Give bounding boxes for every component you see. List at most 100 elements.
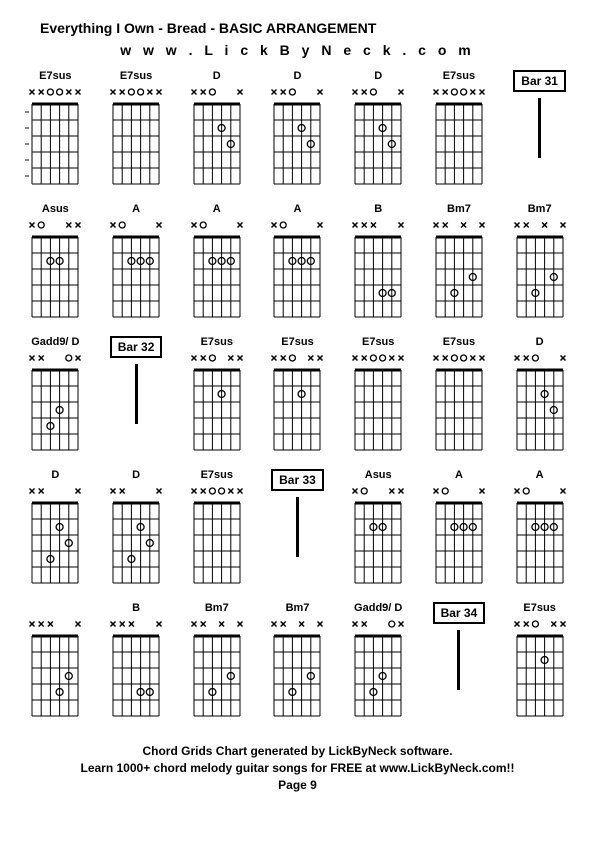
chord-cell: Gadd9/ D [343,602,414,723]
chord-cell: E7sus [504,602,575,723]
chord-name: Bm7 [528,203,552,217]
chord-cell: E7sus [262,336,333,457]
chord-name: B [132,602,140,616]
chord-cell: B [101,602,172,723]
chord-cell: D [20,469,91,590]
chord-cell: B [343,203,414,324]
chord-diagram [186,219,248,324]
bar-marker-line [538,98,541,158]
chord-cell: Bm7 [504,203,575,324]
chord-diagram [428,352,490,457]
chord-cell: D [504,336,575,457]
chord-cell: Asus [343,469,414,590]
chord-name: E7sus [201,469,233,483]
chord-diagram [347,352,409,457]
chord-name: D [51,469,59,483]
chord-name: Asus [365,469,392,483]
chord-cell: E7sus [181,469,252,590]
chord-diagram [428,485,490,590]
chord-name: E7sus [523,602,555,616]
chord-diagram [24,352,86,457]
chord-diagram [105,485,167,590]
chord-cell: Gadd9/ D [20,336,91,457]
chord-cell: D [181,70,252,191]
chord-cell: E7sus [424,336,495,457]
chord-cell: A [504,469,575,590]
chord-name: D [536,336,544,350]
chord-diagram [347,86,409,191]
chord-name: A [294,203,302,217]
chord-name: Bm7 [447,203,471,217]
chord-diagram [186,352,248,457]
chord-name: D [294,70,302,84]
footer: Chord Grids Chart generated by LickByNec… [20,743,575,793]
chord-diagram [428,86,490,191]
chord-name: D [132,469,140,483]
chord-cell: A [424,469,495,590]
chord-cell [20,602,91,723]
page-number: Page 9 [20,777,575,794]
chord-cell: D [343,70,414,191]
chord-cell: Bm7 [181,602,252,723]
song-title: Everything I Own - Bread - BASIC ARRANGE… [40,20,376,36]
chord-name: D [374,70,382,84]
chord-diagram [105,618,167,723]
chord-diagram [186,86,248,191]
chord-diagram [509,618,571,723]
chord-cell: Asus [20,203,91,324]
chord-name: A [536,469,544,483]
chord-cell: Bar 32 [101,336,172,457]
bar-marker-label: Bar 32 [110,336,163,358]
chord-name: E7sus [39,70,71,84]
chord-name: E7sus [443,70,475,84]
chord-diagram [509,352,571,457]
footer-line-2: Learn 1000+ chord melody guitar songs fo… [20,760,575,777]
chord-name: B [374,203,382,217]
chord-diagram [186,485,248,590]
chord-cell: E7sus [343,336,414,457]
chord-cell: E7sus [101,70,172,191]
chord-cell: A [181,203,252,324]
chord-diagram [347,485,409,590]
chord-diagram [266,86,328,191]
chord-cell: D [101,469,172,590]
chord-diagram [266,219,328,324]
chord-diagram [428,219,490,324]
footer-line-1: Chord Grids Chart generated by LickByNec… [20,743,575,760]
chord-diagram [347,219,409,324]
chord-name: E7sus [120,70,152,84]
bar-marker-label: Bar 34 [433,602,486,624]
website-url: w w w . L i c k B y N e c k . c o m [20,42,575,58]
bar-marker-label: Bar 31 [513,70,566,92]
chord-name: Gadd9/ D [354,602,402,616]
chord-name: E7sus [281,336,313,350]
chord-cell: E7sus [181,336,252,457]
chord-cell: E7sus [20,70,91,191]
chord-cell: A [262,203,333,324]
chord-diagram [105,219,167,324]
chord-name: D [213,70,221,84]
chord-diagram [105,86,167,191]
chord-grid: E7susE7susDDDE7susBar 31AsusAAABBm7Bm7Ga… [20,70,575,723]
chord-name: Bm7 [205,602,229,616]
chord-cell: D [262,70,333,191]
chord-name: E7sus [362,336,394,350]
chord-cell: A [101,203,172,324]
bar-marker-line [135,364,138,424]
chord-cell: E7sus [424,70,495,191]
chord-diagram [509,485,571,590]
chord-diagram [24,618,86,723]
chord-cell: Bm7 [262,602,333,723]
chord-name: Bm7 [286,602,310,616]
chord-diagram [24,219,86,324]
chord-name: Asus [42,203,69,217]
bar-marker-line [296,497,299,557]
chord-diagram [186,618,248,723]
chord-cell: Bar 33 [262,469,333,590]
bar-marker-line [457,630,460,690]
chord-cell: Bm7 [424,203,495,324]
bar-marker-label: Bar 33 [271,469,324,491]
chord-diagram [24,86,86,191]
chord-name: Gadd9/ D [31,336,79,350]
chord-diagram [509,219,571,324]
